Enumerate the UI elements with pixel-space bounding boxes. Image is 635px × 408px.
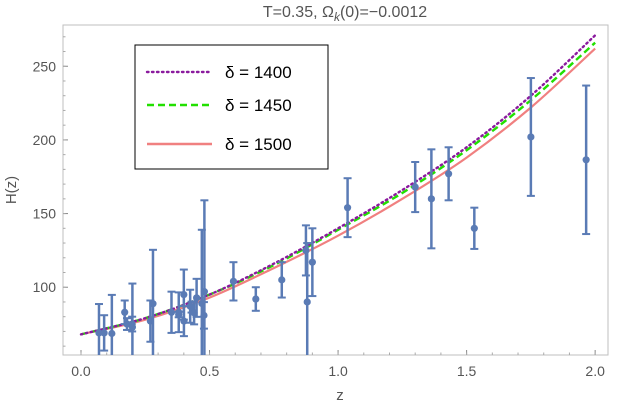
chart-title: T=0.35, Ωk(0)=−0.0012	[263, 4, 427, 24]
data-point	[277, 261, 286, 299]
point-marker	[229, 277, 238, 285]
x-axis-label: z	[336, 387, 344, 404]
point-marker	[123, 320, 131, 328]
point-marker	[470, 224, 478, 232]
data-point	[251, 286, 260, 312]
series-line-3	[80, 47, 596, 336]
point-marker	[343, 204, 352, 212]
legend: δ = 1400 δ = 1450 δ = 1500	[134, 44, 329, 170]
chart-title-subscript: k	[334, 10, 341, 24]
data-point	[303, 242, 312, 355]
point-marker	[180, 290, 188, 299]
chart-title-rest: (0)=−0.0012	[340, 4, 427, 21]
point-marker	[128, 323, 137, 331]
legend-label-1: δ = 1400	[225, 63, 292, 82]
point-marker	[200, 288, 208, 296]
legend-box	[134, 44, 329, 170]
data-point	[179, 305, 188, 338]
data-point	[174, 291, 183, 334]
point-marker	[252, 295, 260, 303]
data-point	[343, 177, 352, 239]
data-point	[301, 224, 310, 277]
y-tick-label: 100	[33, 279, 57, 295]
point-marker	[175, 308, 183, 316]
data-point	[192, 277, 201, 318]
y-axis: 100 150 200 250	[33, 36, 68, 347]
y-tick-label: 150	[33, 206, 57, 222]
point-marker	[180, 317, 188, 325]
y-tick-label: 250	[33, 58, 57, 74]
data-point	[200, 199, 209, 355]
x-tick-label: 2.0	[585, 363, 605, 379]
plot-frame	[62, 24, 609, 356]
x-tick-label: 0.0	[71, 363, 91, 379]
y-tick-label: 200	[33, 132, 57, 148]
data-point	[107, 293, 116, 355]
data-point	[94, 303, 103, 355]
series-lines	[79, 34, 597, 336]
point-marker	[445, 170, 453, 178]
legend-label-3: δ = 1500	[225, 135, 292, 154]
point-marker	[582, 156, 590, 164]
data-point	[582, 84, 591, 236]
observations	[94, 77, 591, 355]
point-marker	[411, 183, 419, 191]
data-point	[308, 227, 317, 298]
data-point	[229, 261, 238, 302]
data-point	[128, 282, 137, 355]
point-marker	[427, 195, 435, 203]
point-marker	[121, 308, 129, 316]
x-tick-label: 0.5	[200, 363, 220, 379]
y-axis-label: H(z)	[3, 176, 20, 204]
point-marker	[308, 258, 316, 266]
point-marker	[108, 329, 116, 338]
data-point	[427, 148, 436, 250]
data-point	[100, 314, 109, 352]
point-marker	[100, 329, 108, 337]
data-point	[123, 317, 132, 331]
point-marker	[303, 298, 311, 306]
legend-label-2: δ = 1450	[225, 96, 292, 115]
data-point	[167, 290, 176, 334]
point-marker	[527, 133, 535, 141]
point-marker	[95, 329, 103, 337]
x-axis: 0.0 0.5 1.0 1.5 2.0	[71, 350, 605, 379]
point-marker	[278, 276, 286, 284]
data-point	[411, 161, 420, 214]
chart-title-main: T=0.35, Ω	[263, 4, 334, 21]
series-line-1	[79, 34, 597, 336]
data-point	[444, 146, 453, 202]
x-tick-label: 1.0	[328, 363, 348, 379]
point-marker	[167, 308, 176, 316]
data-point	[148, 248, 157, 355]
point-marker	[193, 294, 201, 302]
data-point	[526, 77, 535, 197]
x-tick-label: 1.5	[457, 363, 477, 379]
data-point	[470, 206, 479, 250]
point-marker	[149, 300, 157, 308]
